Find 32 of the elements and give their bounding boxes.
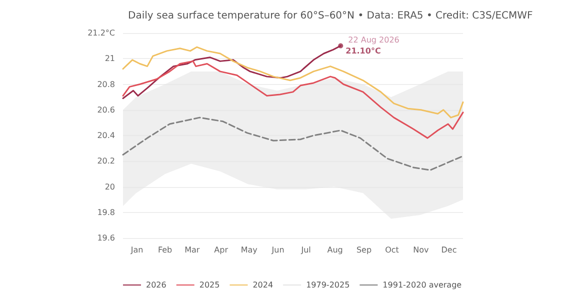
legend-label: 2024	[252, 280, 274, 290]
line-series	[122, 46, 464, 118]
x-tick-label: Jan	[130, 246, 144, 254]
y-tick-label: 20.2	[97, 156, 115, 166]
y-tick-label: 20.8	[97, 80, 115, 89]
chart-title: Daily sea surface temperature for 60°S–60°N • Data: ERA5 • Credit: C3S/ECMWF	[128, 10, 534, 22]
legend-label: 2026	[146, 280, 166, 290]
y-tick-label: 20.4	[97, 131, 115, 140]
y-tick-label: 20.6	[97, 105, 115, 114]
x-tick-label: Dec	[441, 246, 457, 254]
annotation: 22 Aug 2026	[348, 35, 400, 44]
y-tick-label: 19.8	[97, 208, 115, 217]
legend-label: 1991-2020 average	[382, 280, 462, 290]
x-tick-label: Aug	[327, 246, 343, 254]
y-tick-label: 21.2°C	[88, 28, 116, 38]
legend-label: 2025	[199, 280, 220, 290]
x-tick-label: Jun	[270, 246, 284, 254]
line-series	[122, 116, 464, 171]
x-tick-label: Oct	[385, 246, 399, 254]
x-tick-label: Sep	[356, 246, 372, 254]
x-tick-label: Jul	[300, 246, 311, 254]
annotation: 21.10°C	[346, 46, 381, 56]
x-tick-label: Feb	[158, 246, 172, 254]
y-tick-label: 21	[104, 54, 115, 64]
x-tick-label: May	[240, 246, 258, 254]
x-tick-label: Nov	[413, 246, 430, 254]
y-tick-label: 20	[104, 182, 115, 192]
line-series	[122, 60, 464, 139]
x-tick-label: Mar	[184, 246, 200, 254]
legend-label: 1979-2025	[306, 280, 350, 290]
x-tick-label: Apr	[214, 246, 229, 254]
y-tick-label: 19.6	[97, 234, 115, 242]
